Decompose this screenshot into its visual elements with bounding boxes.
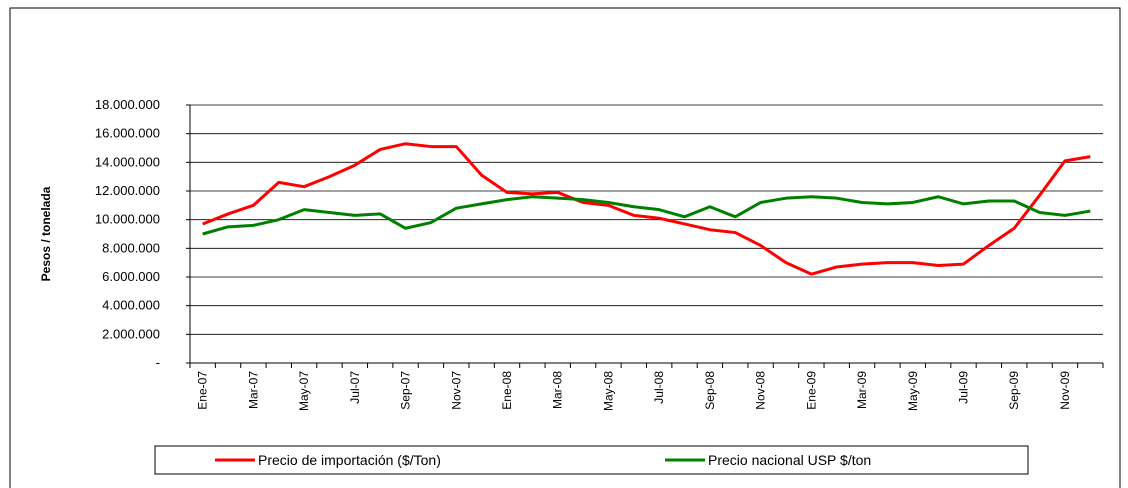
series-line <box>202 195 1091 236</box>
series-line <box>202 142 1091 276</box>
x-tick-label: Ene-09 <box>804 371 818 410</box>
x-tick-label: Nov-08 <box>754 371 768 410</box>
x-tick-label: Nov-07 <box>449 371 463 410</box>
legend-box <box>154 445 1029 475</box>
y-tick-label: 6.000.000 <box>102 269 160 284</box>
legend-label: Precio nacional USP $/ton <box>708 452 871 468</box>
x-tick-label: Jul-07 <box>348 371 362 404</box>
y-tick-label: - <box>156 355 160 370</box>
x-tick-label: Sep-07 <box>399 371 413 410</box>
y-tick-label: 14.000.000 <box>95 154 160 169</box>
y-tick-label: 4.000.000 <box>102 298 160 313</box>
y-tick-label: 10.000.000 <box>95 212 160 227</box>
x-tick-label: May-08 <box>601 371 615 411</box>
x-tick-label: Mar-08 <box>551 371 565 409</box>
x-tick-label: Mar-07 <box>246 371 260 409</box>
y-tick-label: 16.000.000 <box>95 126 160 141</box>
x-tick-label: Jul-09 <box>957 371 971 404</box>
x-tick-label: Mar-09 <box>855 371 869 409</box>
x-tick-label: May-07 <box>297 371 311 411</box>
x-tick-label: Ene-07 <box>196 371 210 410</box>
x-tick-label: Sep-08 <box>703 371 717 410</box>
y-tick-label: 8.000.000 <box>102 240 160 255</box>
y-axis-label: Pesos / tonelada <box>39 186 53 281</box>
x-tick-label: Sep-09 <box>1007 371 1021 410</box>
x-tick-label: Ene-08 <box>500 371 514 410</box>
y-tick-label: 2.000.000 <box>102 326 160 341</box>
y-tick-label: 12.000.000 <box>95 183 160 198</box>
y-tick-label: 18.000.000 <box>95 97 160 112</box>
x-tick-label: Nov-09 <box>1058 371 1072 410</box>
x-tick-label: May-09 <box>906 371 920 411</box>
legend-label: Precio de importación ($/Ton) <box>258 452 441 468</box>
x-tick-label: Jul-08 <box>652 371 666 404</box>
